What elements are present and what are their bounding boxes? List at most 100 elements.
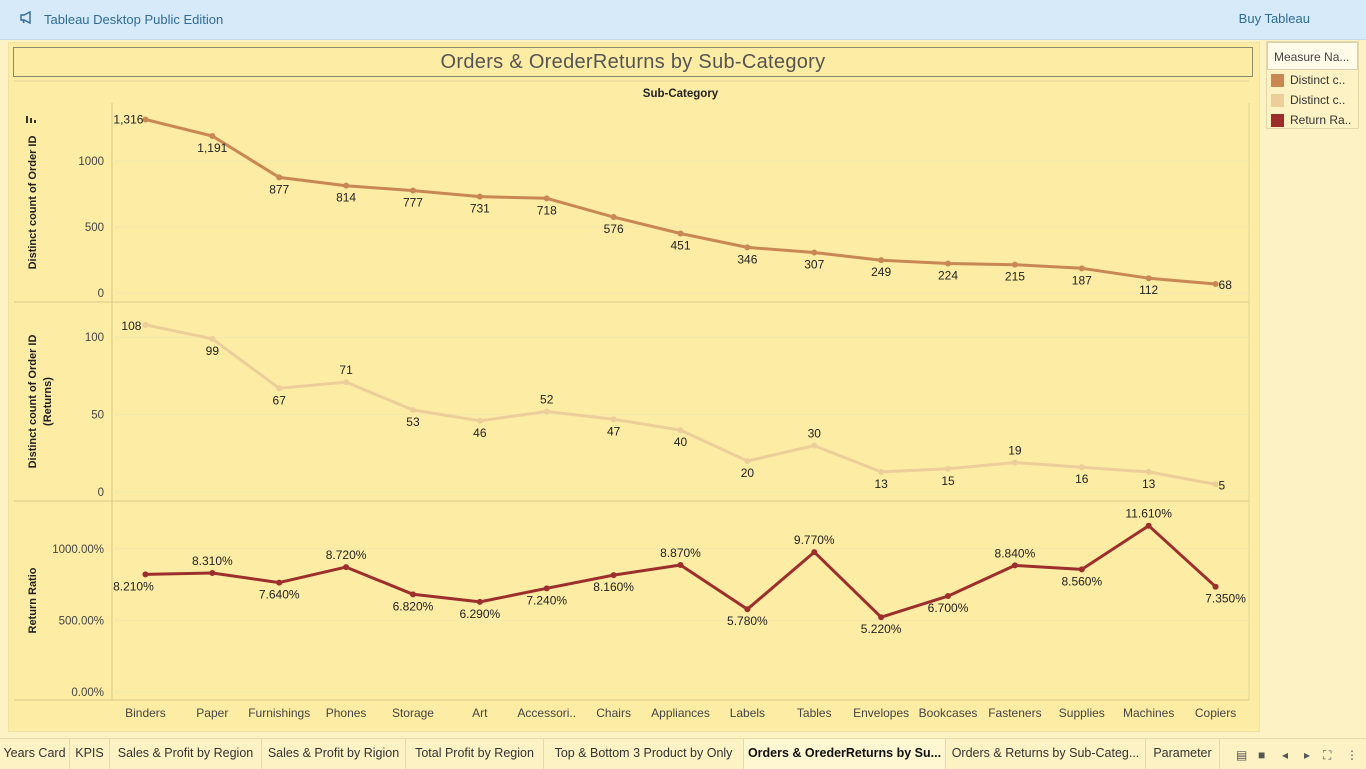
data-label: 215 <box>1005 270 1025 284</box>
scroll-tabs-left-icon[interactable]: ◂ <box>1282 748 1289 762</box>
data-label: 7.240% <box>526 593 567 607</box>
data-label: 40 <box>674 435 688 449</box>
show-sheet-sorter-icon[interactable]: ▤ <box>1236 748 1248 762</box>
data-point <box>945 260 952 267</box>
data-label: 8.720% <box>326 548 367 562</box>
data-label: 20 <box>741 466 755 480</box>
scroll-tabs-right-icon[interactable]: ▸ <box>1304 748 1311 762</box>
y-tick-label: 50 <box>91 410 104 422</box>
data-point <box>343 379 350 386</box>
data-label: 814 <box>336 191 356 205</box>
y-axis-label: Distinct count of Order ID <box>27 136 39 270</box>
data-point <box>543 408 550 415</box>
data-label: 1,316 <box>113 112 143 126</box>
data-label: 187 <box>1072 273 1092 287</box>
legend-item-distinct-orders[interactable]: Distinct c.. <box>1267 70 1358 90</box>
data-point <box>878 468 885 475</box>
series-line <box>145 524 1217 619</box>
data-point <box>677 561 684 568</box>
chart-menu-icon <box>30 118 32 123</box>
data-point <box>1011 459 1018 466</box>
data-point <box>677 230 684 237</box>
legend-title[interactable]: Measure Na... <box>1267 42 1358 70</box>
y-tick-label: 0 <box>98 487 104 499</box>
data-point <box>276 174 283 181</box>
series-line <box>145 118 1216 286</box>
tab-years-card[interactable]: Years Card <box>0 739 70 769</box>
x-tick-label: Binders <box>125 706 166 720</box>
data-point <box>543 585 550 592</box>
data-label: 19 <box>1008 444 1022 458</box>
data-point <box>276 579 283 586</box>
x-tick-label: Bookcases <box>919 706 978 720</box>
tab-orders-returns-active[interactable]: Orders & OrederReturns by Su... <box>744 739 946 769</box>
data-label: 13 <box>874 477 888 491</box>
data-point <box>610 416 617 423</box>
data-label: 8.310% <box>192 554 233 568</box>
tab-total-profit-region[interactable]: Total Profit by Region <box>406 739 544 769</box>
data-point <box>343 564 350 571</box>
data-label: 47 <box>607 424 621 438</box>
app-brand[interactable]: Tableau Desktop Public Edition <box>20 10 223 27</box>
more-options-icon[interactable]: ⋮ <box>1346 748 1358 762</box>
data-label: 5.220% <box>861 622 902 636</box>
data-label: 346 <box>737 252 757 266</box>
data-point <box>744 606 751 613</box>
data-label: 8.560% <box>1061 574 1102 588</box>
data-point <box>878 257 885 264</box>
x-tick-label: Envelopes <box>853 706 909 720</box>
data-point <box>343 182 350 189</box>
data-label: 9.770% <box>794 533 835 547</box>
tab-sales-profit-rigion[interactable]: Sales & Profit by Rigion <box>262 739 406 769</box>
tab-top-bottom-product[interactable]: Top & Bottom 3 Product by Only <box>544 739 744 769</box>
data-point <box>409 591 416 598</box>
x-tick-label: Phones <box>326 706 367 720</box>
data-point <box>744 458 751 465</box>
legend: Measure Na... Distinct c.. Distinct c.. … <box>1266 41 1359 129</box>
dashboard-title: Orders & OrederReturns by Sub-Category <box>13 47 1253 77</box>
tab-sales-profit-region[interactable]: Sales & Profit by Region <box>110 739 262 769</box>
legend-item-return-ratio[interactable]: Return Ra.. <box>1267 110 1358 130</box>
y-tick-label: 100 <box>85 332 104 344</box>
legend-swatch <box>1271 113 1284 127</box>
data-point <box>610 572 617 579</box>
data-label: 731 <box>470 202 490 216</box>
x-tick-label: Paper <box>196 706 228 720</box>
data-point <box>1145 522 1152 529</box>
x-tick-label: Machines <box>1123 706 1174 720</box>
x-tick-label: Furnishings <box>248 706 310 720</box>
legend-label: Return Ra.. <box>1290 113 1352 127</box>
data-point <box>1078 464 1085 471</box>
tab-orders-returns-sub-category[interactable]: Orders & Returns by Sub-Categ... <box>946 739 1146 769</box>
chart-menu-icon <box>26 116 28 123</box>
data-label: 718 <box>537 203 557 217</box>
series-line <box>145 323 1216 486</box>
data-point <box>1011 261 1018 268</box>
data-label: 8.160% <box>593 580 634 594</box>
sub-category-header: Sub-Category <box>643 88 719 100</box>
legend-swatch <box>1271 93 1284 107</box>
data-label: 46 <box>473 426 487 440</box>
data-point <box>476 193 483 200</box>
y-tick-label: 0 <box>98 288 104 300</box>
y-tick-label: 0.00% <box>71 687 104 699</box>
fit-view-icon[interactable]: ⛶ <box>1323 748 1332 762</box>
tab-parameter[interactable]: Parameter <box>1146 739 1220 769</box>
y-axis-label: Distinct count of Order ID <box>27 335 39 469</box>
data-label: 576 <box>604 222 624 236</box>
x-tick-label: Supplies <box>1059 706 1105 720</box>
tab-kpis[interactable]: KPIS <box>70 739 110 769</box>
data-point <box>878 614 885 621</box>
data-point <box>1145 468 1152 475</box>
data-label: 8.210% <box>113 579 154 593</box>
data-label: 67 <box>273 393 287 407</box>
data-label: 7.350% <box>1205 592 1246 606</box>
x-tick-label: Fasteners <box>988 706 1041 720</box>
y-tick-label: 1000 <box>78 156 104 168</box>
x-tick-label: Labels <box>730 706 765 720</box>
legend-item-distinct-returns[interactable]: Distinct c.. <box>1267 90 1358 110</box>
buy-tableau-link[interactable]: Buy Tableau <box>1238 11 1310 26</box>
y-tick-label: 500.00% <box>59 615 104 627</box>
show-filmstrip-icon[interactable]: ■ <box>1258 748 1266 762</box>
